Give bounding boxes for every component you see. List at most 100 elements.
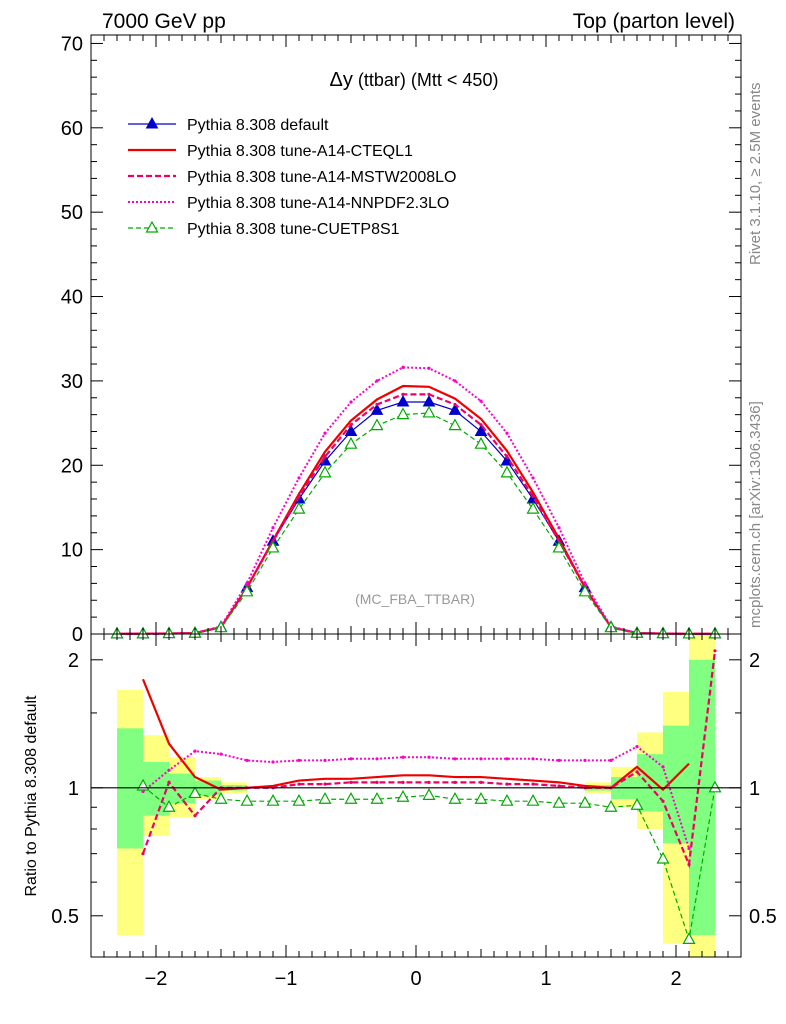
ratio-data-point <box>682 932 696 944</box>
ratio-series-group <box>136 649 722 944</box>
ratio-data-point <box>630 797 644 810</box>
ratio-data-point <box>609 758 613 762</box>
main-data-point <box>396 394 410 407</box>
x-tick-label: 0 <box>410 968 421 990</box>
ratio-data-point <box>531 757 535 761</box>
main-data-point <box>344 436 358 449</box>
band-inner <box>637 754 663 812</box>
ratio-data-point <box>214 791 228 804</box>
ratio-data-point <box>557 784 561 788</box>
ratio-data-point <box>687 846 691 851</box>
ratio-data-point <box>188 786 202 799</box>
ratio-data-point <box>297 782 301 786</box>
main-data-point <box>448 403 462 415</box>
main-data-point <box>448 418 462 431</box>
ratio-data-point <box>240 793 254 806</box>
ratio-data-point <box>448 791 462 804</box>
ratio-data-point <box>687 862 691 867</box>
ratio-data-point <box>578 795 592 808</box>
main-data-point <box>240 584 254 597</box>
legend-marker <box>145 116 159 129</box>
main-data-point <box>578 584 592 597</box>
ratio-data-point <box>193 749 197 753</box>
legend-label: Pythia 8.308 tune-A14-NNPDF2.3LO <box>187 195 449 212</box>
ratio-data-point <box>401 755 405 759</box>
ratio-data-point <box>661 765 665 769</box>
x-tick-label: −1 <box>275 968 298 990</box>
legend-marker <box>145 220 159 233</box>
main-data-point <box>401 365 405 370</box>
ratio-data-point <box>349 780 353 784</box>
main-series-line <box>116 366 716 635</box>
main-data-point <box>557 526 561 530</box>
main-data-point <box>344 424 358 437</box>
ratio-data-point <box>141 789 145 794</box>
main-data-point <box>323 455 327 459</box>
main-data-point <box>505 431 509 435</box>
main-data-point <box>318 465 332 478</box>
main-data-point <box>453 379 457 383</box>
analysis-watermark: (MC_FBA_TTBAR) <box>355 591 475 607</box>
legend: Pythia 8.308 default Pythia 8.308 tune-A1… <box>128 116 456 238</box>
ratio-data-point <box>271 760 275 764</box>
main-data-point <box>500 465 514 478</box>
ratio-data-point <box>557 758 561 762</box>
ratio-y-tick-label-right: 0.5 <box>749 906 777 928</box>
main-y-tick-label: 10 <box>61 540 83 562</box>
main-y-tick-label: 60 <box>61 118 83 140</box>
main-data-point <box>375 379 379 383</box>
ratio-y-tick-label: 0.5 <box>51 906 79 928</box>
ratio-data-point <box>661 799 665 803</box>
rivet-version-label: Rivet 3.1.10, ≥ 2.5M events <box>747 83 764 266</box>
ratio-y-tick-label: 1 <box>68 778 79 800</box>
main-y-tick-label: 20 <box>61 455 83 477</box>
ratio-y-tick-label-right: 2 <box>749 650 760 672</box>
x-tick-label: −2 <box>145 968 168 990</box>
main-data-point <box>375 402 379 407</box>
ratio-data-point <box>266 793 280 806</box>
ratio-data-point <box>713 649 717 653</box>
ratio-data-point <box>453 757 457 761</box>
ratio-y-tick-label-right: 1 <box>749 778 760 800</box>
ratio-data-point <box>162 800 176 812</box>
main-y-tick-label: 70 <box>61 33 83 55</box>
main-data-point <box>266 540 280 553</box>
ratio-data-point <box>427 755 431 759</box>
main-data-point <box>349 400 353 404</box>
ratio-data-point <box>349 757 353 761</box>
ratio-data-point <box>474 791 488 804</box>
ratio-data-point <box>167 780 171 784</box>
ratio-data-point <box>219 752 223 756</box>
main-y-tick-label: 30 <box>61 371 83 393</box>
ratio-data-point <box>427 780 431 784</box>
legend-label: Pythia 8.308 default <box>187 117 329 134</box>
ratio-data-point <box>552 795 566 808</box>
ratio-data-point <box>375 757 379 761</box>
main-data-point <box>531 476 535 480</box>
ratio-data-point <box>635 770 639 774</box>
main-data-point <box>297 476 301 480</box>
ratio-series-line <box>142 785 716 940</box>
ratio-data-point <box>292 793 306 806</box>
main-data-point <box>422 405 436 418</box>
band-inner <box>689 659 715 936</box>
main-data-point <box>349 423 353 427</box>
ratio-data-point <box>323 758 327 762</box>
ratio-data-point <box>635 744 639 749</box>
ratio-data-point <box>193 814 197 818</box>
main-data-point <box>453 402 457 407</box>
main-y-tick-label: 40 <box>61 287 83 309</box>
ratio-data-point <box>375 780 379 784</box>
ratio-data-point <box>167 768 171 772</box>
plot-title-symbol: Δy <box>330 69 353 91</box>
main-data-point <box>292 501 306 514</box>
ratio-data-point <box>401 780 405 784</box>
ratio-data-point <box>370 791 384 804</box>
ratio-data-point <box>453 780 457 784</box>
ratio-data-point <box>396 790 410 802</box>
ratio-data-point <box>656 851 670 864</box>
main-data-point <box>474 436 488 449</box>
legend-label: Pythia 8.308 tune-A14-CTEQL1 <box>187 143 413 160</box>
process-label: Top (parton level) <box>573 10 735 33</box>
